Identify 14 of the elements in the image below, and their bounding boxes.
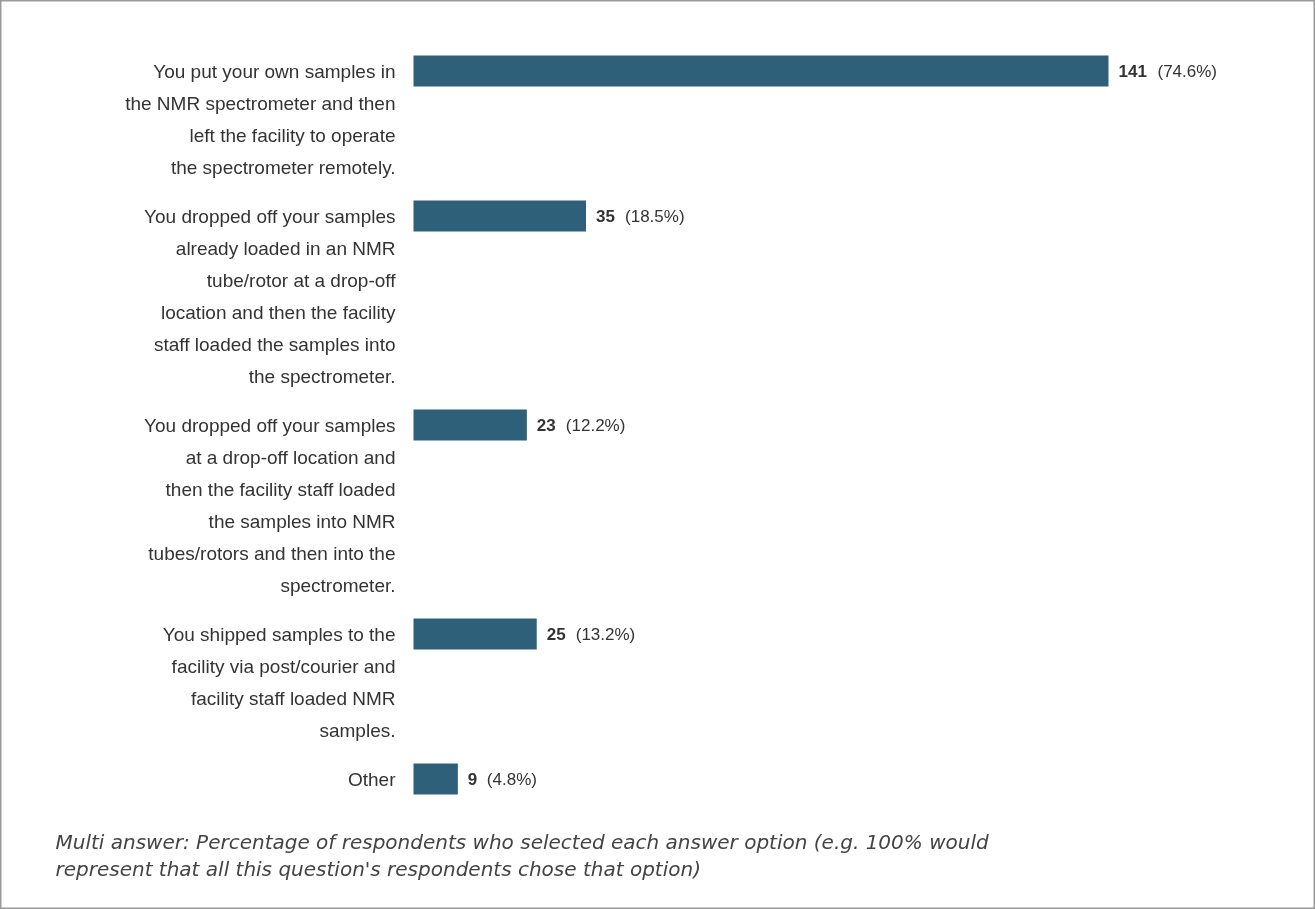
y-tick-label: Other xyxy=(347,768,397,790)
data-label: 25 (13.2%) xyxy=(546,624,636,644)
y-tick-label: You dropped off your samples at a drop-off location and then the facility staff loaded the samples into NMR tubes/rotors and then into the spectrometer. xyxy=(144,414,396,596)
y-tick-label: You shipped samples to the facility via post/courier and facility staff loaded NMR samples. xyxy=(162,623,396,741)
bar xyxy=(413,409,527,441)
y-tick-label: You dropped off your samples already loaded in an NMR tube/rotor at a drop-off location and then the facility staff loaded the samples into the spectrometer. xyxy=(144,205,397,387)
data-label: 141 (74.6%) xyxy=(1118,61,1218,81)
data-label: 9 (4.8%) xyxy=(467,769,537,789)
y-tick-label: You put your own samples in the NMR spectrometer and then left the facility to operate the spectrometer remotely. xyxy=(125,60,396,178)
bar xyxy=(413,55,1109,87)
annotation: Multi answer: Percentage of respondents who selected each answer option (e.g. 100% would represent that all this question's respondents chose that option) xyxy=(55,829,990,881)
data-label: 23 (12.2%) xyxy=(536,415,626,435)
data-label: 35 (18.5%) xyxy=(596,206,685,226)
bar xyxy=(413,763,458,795)
